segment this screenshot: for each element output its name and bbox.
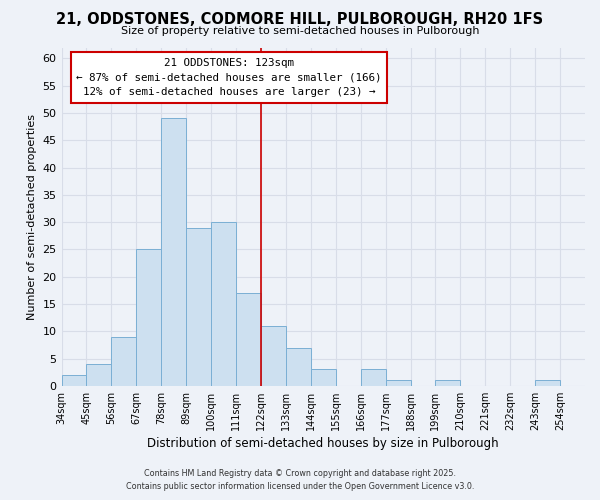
Bar [261, 326, 286, 386]
Bar [386, 380, 410, 386]
Bar [311, 370, 336, 386]
Bar [436, 380, 460, 386]
Bar [112, 336, 136, 386]
X-axis label: Distribution of semi-detached houses by size in Pulborough: Distribution of semi-detached houses by … [148, 437, 499, 450]
Bar [236, 293, 261, 386]
Bar [86, 364, 112, 386]
Bar [136, 250, 161, 386]
Bar [186, 228, 211, 386]
Bar [535, 380, 560, 386]
Text: Contains HM Land Registry data © Crown copyright and database right 2025.
Contai: Contains HM Land Registry data © Crown c… [126, 469, 474, 491]
Bar [211, 222, 236, 386]
Bar [161, 118, 186, 386]
Bar [62, 375, 86, 386]
Bar [361, 370, 386, 386]
Bar [286, 348, 311, 386]
Y-axis label: Number of semi-detached properties: Number of semi-detached properties [27, 114, 37, 320]
Text: 21 ODDSTONES: 123sqm
← 87% of semi-detached houses are smaller (166)
12% of semi: 21 ODDSTONES: 123sqm ← 87% of semi-detac… [76, 58, 382, 97]
Text: 21, ODDSTONES, CODMORE HILL, PULBOROUGH, RH20 1FS: 21, ODDSTONES, CODMORE HILL, PULBOROUGH,… [56, 12, 544, 28]
Text: Size of property relative to semi-detached houses in Pulborough: Size of property relative to semi-detach… [121, 26, 479, 36]
